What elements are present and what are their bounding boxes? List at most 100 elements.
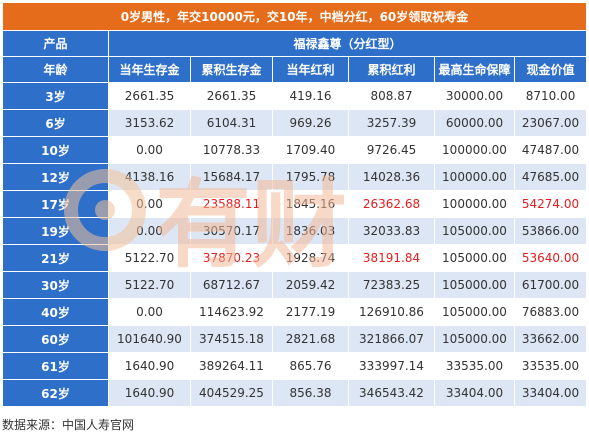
value-cell: 3153.62	[108, 109, 191, 137]
value-cell: 30000.00	[434, 82, 515, 110]
value-cell: 1795.78	[272, 163, 349, 191]
col-header: 当年红利	[272, 56, 349, 83]
value-cell: 333997.14	[348, 352, 435, 380]
table-row: 17岁 0.00 23588.11 1845.16 26362.68 100000.00 5…	[2, 190, 588, 218]
value-cell: 105000.00	[434, 217, 515, 245]
age-cell: 62岁	[2, 379, 109, 407]
value-cell: 105000.00	[434, 244, 515, 272]
col-header: 现金价值	[513, 56, 588, 83]
value-cell: 808.87	[348, 82, 435, 110]
value-cell: 33535.00	[434, 352, 515, 380]
table-row: 40岁 0.00 114623.92 2177.19 126910.86 105000.0…	[2, 298, 588, 326]
value-cell: 1928.74	[272, 244, 349, 272]
value-cell: 33662.00	[513, 325, 588, 353]
value-cell: 26362.68	[348, 190, 435, 218]
value-cell: 100000.00	[434, 136, 515, 164]
table-row: 19岁 0.00 30570.17 1836.03 32033.83 105000.00 5…	[2, 217, 588, 245]
value-cell: 33404.00	[434, 379, 515, 407]
value-cell: 101640.90	[108, 325, 191, 353]
value-cell: 4138.16	[108, 163, 191, 191]
value-cell: 2661.35	[108, 82, 191, 110]
value-cell: 5122.70	[108, 271, 191, 299]
value-cell: 100000.00	[434, 190, 515, 218]
value-cell: 105000.00	[434, 298, 515, 326]
value-cell: 374515.18	[190, 325, 273, 353]
value-cell: 5122.70	[108, 244, 191, 272]
value-cell: 32033.83	[348, 217, 435, 245]
age-cell: 60岁	[2, 325, 109, 353]
value-cell: 10778.33	[190, 136, 273, 164]
value-cell: 114623.92	[190, 298, 273, 326]
age-cell: 6岁	[2, 109, 109, 137]
value-cell: 61700.00	[513, 271, 588, 299]
table-row: 12岁 4138.16 15684.17 1795.78 14028.36 100000.…	[2, 163, 588, 191]
value-cell: 321866.07	[348, 325, 435, 353]
table-row: 3岁 2661.35 2661.35 419.16 808.87 30000.00 8710…	[2, 82, 588, 110]
value-cell: 100000.00	[434, 163, 515, 191]
value-cell: 1709.40	[272, 136, 349, 164]
age-cell: 61岁	[2, 352, 109, 380]
age-cell: 17岁	[2, 190, 109, 218]
table-row: 10岁 0.00 10778.33 1709.40 9726.45 100000.00 47…	[2, 136, 588, 164]
value-cell: 23588.11	[190, 190, 273, 218]
value-cell: 0.00	[108, 298, 191, 326]
product-header-row: 产品 福禄鑫尊（分红型）	[2, 30, 588, 57]
value-cell: 15684.17	[190, 163, 273, 191]
value-cell: 33404.00	[513, 379, 588, 407]
value-cell: 865.76	[272, 352, 349, 380]
value-cell: 2821.68	[272, 325, 349, 353]
value-cell: 53866.00	[513, 217, 588, 245]
value-cell: 0.00	[108, 190, 191, 218]
value-cell: 47487.00	[513, 136, 588, 164]
column-header-row: 年龄 当年生存金 累积生存金 当年红利 累积红利 最高生命保障 现金价值	[2, 56, 588, 83]
age-cell: 21岁	[2, 244, 109, 272]
table-row: 21岁 5122.70 37870.23 1928.74 38191.84 105000.…	[2, 244, 588, 272]
value-cell: 3257.39	[348, 109, 435, 137]
value-cell: 76883.00	[513, 298, 588, 326]
value-cell: 105000.00	[434, 271, 515, 299]
value-cell: 23067.00	[513, 109, 588, 137]
table-row: 6岁 3153.62 6104.31 969.26 3257.39 60000.00 230…	[2, 109, 588, 137]
value-cell: 54274.00	[513, 190, 588, 218]
col-header: 当年生存金	[108, 56, 191, 83]
value-cell: 126910.86	[348, 298, 435, 326]
value-cell: 1640.90	[108, 379, 191, 407]
age-cell: 3岁	[2, 82, 109, 110]
value-cell: 2661.35	[190, 82, 273, 110]
age-label: 年龄	[2, 56, 109, 83]
age-cell: 30岁	[2, 271, 109, 299]
product-table: 0岁男性，年交10000元，交10年，中档分红，60岁领取祝寿金 产品 福禄鑫尊…	[1, 2, 588, 407]
age-cell: 10岁	[2, 136, 109, 164]
value-cell: 346543.42	[348, 379, 435, 407]
age-cell: 40岁	[2, 298, 109, 326]
value-cell: 389264.11	[190, 352, 273, 380]
value-cell: 969.26	[272, 109, 349, 137]
age-cell: 12岁	[2, 163, 109, 191]
table-row: 30岁 5122.70 68712.67 2059.42 72383.25 105000.…	[2, 271, 588, 299]
value-cell: 9726.45	[348, 136, 435, 164]
value-cell: 2059.42	[272, 271, 349, 299]
value-cell: 419.16	[272, 82, 349, 110]
col-header: 累积生存金	[190, 56, 273, 83]
product-name: 福禄鑫尊（分红型）	[107, 30, 588, 57]
value-cell: 0.00	[108, 136, 191, 164]
table-row: 60岁 101640.90 374515.18 2821.68 321866.07 105…	[2, 325, 588, 353]
value-cell: 1640.90	[108, 352, 191, 380]
table-row: 61岁 1640.90 389264.11 865.76 333997.14 33535.…	[2, 352, 588, 380]
product-label: 产品	[2, 30, 109, 57]
table-title: 0岁男性，年交10000元，交10年，中档分红，60岁领取祝寿金	[1, 2, 588, 31]
value-cell: 33535.00	[513, 352, 588, 380]
value-cell: 0.00	[108, 217, 191, 245]
value-cell: 14028.36	[348, 163, 435, 191]
value-cell: 68712.67	[190, 271, 273, 299]
value-cell: 37870.23	[190, 244, 273, 272]
value-cell: 38191.84	[348, 244, 435, 272]
value-cell: 60000.00	[434, 109, 515, 137]
value-cell: 1845.16	[272, 190, 349, 218]
col-header: 最高生命保障	[434, 56, 515, 83]
value-cell: 2177.19	[272, 298, 349, 326]
col-header: 累积红利	[348, 56, 435, 83]
value-cell: 53640.00	[513, 244, 588, 272]
value-cell: 47685.00	[513, 163, 588, 191]
table-row: 62岁 1640.90 404529.25 856.38 346543.42 33404.…	[2, 379, 588, 407]
